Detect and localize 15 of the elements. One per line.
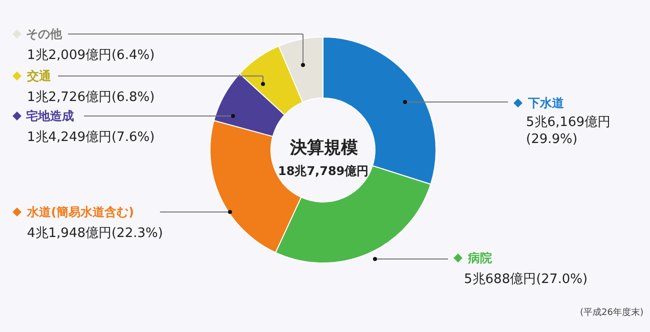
legend-label: 病院 (467, 251, 492, 265)
data-label: 1兆2,726億円(6.8%) (27, 90, 155, 105)
legend-label: その他 (26, 27, 63, 41)
data-label: 5兆6,169億円(29.9%) (526, 115, 610, 147)
text: (平成26年度末) (580, 307, 644, 318)
legend-label: 交通 (26, 69, 52, 83)
data-label: 4兆1,948億円(22.3%) (27, 226, 163, 241)
data-label: 1兆2,009億円(6.4%) (27, 48, 155, 63)
text: 18兆7,789億円 (278, 164, 369, 178)
data-label: 1兆4,249億円(7.6%) (27, 130, 155, 145)
data-label: 5兆688億円(27.0%) (464, 272, 588, 287)
legend-label: 宅地造成 (26, 109, 74, 123)
legend-label: 下水道 (527, 96, 565, 110)
text: 決算規模 (289, 138, 358, 158)
legend-label: 水道(簡易水道含む) (26, 205, 134, 219)
